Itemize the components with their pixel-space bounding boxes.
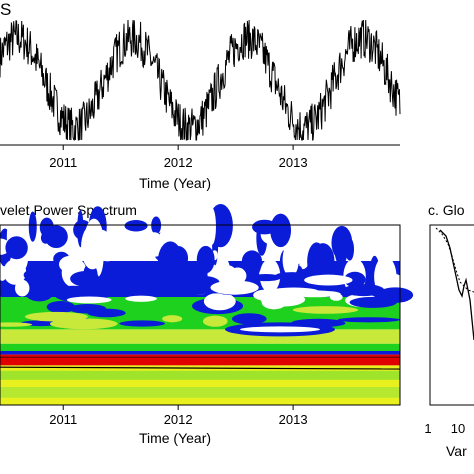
wavelet-tick-label: 2012 [164,412,193,427]
wavelet-band [0,329,400,344]
panel-a-label: S [0,0,11,19]
time-series-panel: S 2011 2012 2013 Time (Year) [0,0,401,191]
wavelet-patch [189,219,204,248]
wavelet-band [0,387,400,398]
wavelet-patch [196,245,215,274]
wavelet-patch [119,320,166,327]
wavelet-patch [207,207,216,245]
wavelet-patch [231,313,267,325]
global-spectrum-panel: c. Glo 1 10 Var [424,202,474,459]
wavelet-patch [282,242,299,277]
wavelet-patch [202,315,228,327]
wavelet-patch [288,232,308,246]
wavelet-patch [33,280,66,296]
wavelet-patch [381,273,405,291]
wavelet-patch [5,236,28,260]
global-spectrum-line [439,229,474,341]
wavelet-patch [289,290,341,298]
wavelet-patch [71,283,114,300]
wavelet-coi-line [0,366,401,370]
wavelet-heatmap [0,203,414,405]
global-spectrum-title: c. Glo [428,202,465,218]
wavelet-patch [28,211,37,242]
wavelet-patch [44,225,68,249]
wavelet-patch [292,306,359,314]
time-series-tick-label: 2013 [279,155,308,170]
wavelet-patch [240,326,320,333]
wavelet-patch [250,273,281,282]
global-spectrum-frame [429,224,474,406]
wavelet-patch [0,322,33,327]
wavelet-patch [46,301,76,313]
time-series-tick-label: 2011 [49,155,77,170]
wavelet-patch [270,213,292,248]
wavelet-patch [311,243,335,280]
global-x-label: Var [446,443,467,459]
wavelet-patch [229,267,247,284]
wavelet-frame [0,224,401,406]
wavelet-tick-label: 2013 [279,412,308,427]
wavelet-patch [337,317,401,323]
wavelet-patch [125,295,157,302]
wavelet-patch [81,224,104,270]
wavelet-patch [241,250,263,273]
wavelet-patch [66,296,112,304]
wavelet-patch [70,271,100,287]
wavelet-patch [253,289,278,301]
wavelet-band [0,351,400,355]
wavelet-patch [275,272,309,279]
wavelet-x-ticks: 2011 2012 2013 [49,405,308,427]
wavelet-patch [304,274,353,286]
wavelet-x-label: Time (Year) [139,430,211,446]
wavelet-patch [331,225,353,260]
wavelet-title: velet Power Spectrum [0,202,137,218]
time-series-x-label: Time (Year) [139,175,211,191]
global-x-tick-1: 1 [424,421,431,436]
wavelet-patch [23,269,41,281]
wavelet-patch [377,287,414,303]
wavelet-patch [343,284,385,297]
wavelet-patch [157,241,183,281]
wavelet-patch [15,279,30,297]
wavelet-patch [329,293,343,301]
wavelet-patch [25,234,38,256]
wavelet-band [0,370,400,380]
wavelet-patch [203,292,236,311]
wavelet-patch [3,259,27,285]
time-series-tick-label: 2012 [164,155,193,170]
wavelet-patch [68,303,107,314]
wavelet-patch [177,275,220,290]
time-series-line [0,19,401,141]
wavelet-patch [210,280,259,295]
wavelet-patch [162,315,183,323]
wavelet-patch [49,318,118,330]
wavelet-band [0,354,400,366]
global-x-tick-10: 10 [451,421,465,436]
wavelet-patch [59,255,83,273]
wavelet-panel: velet Power Spectrum 2011 2012 2013 Time (… [0,202,414,446]
wavelet-tick-label: 2011 [49,412,77,427]
global-spectrum-significance-line [435,227,474,293]
wavelet-patch [124,220,148,232]
wavelet-patch [344,271,366,288]
time-series-x-ticks: 2011 2012 2013 [49,145,308,170]
wavelet-band [0,343,400,351]
